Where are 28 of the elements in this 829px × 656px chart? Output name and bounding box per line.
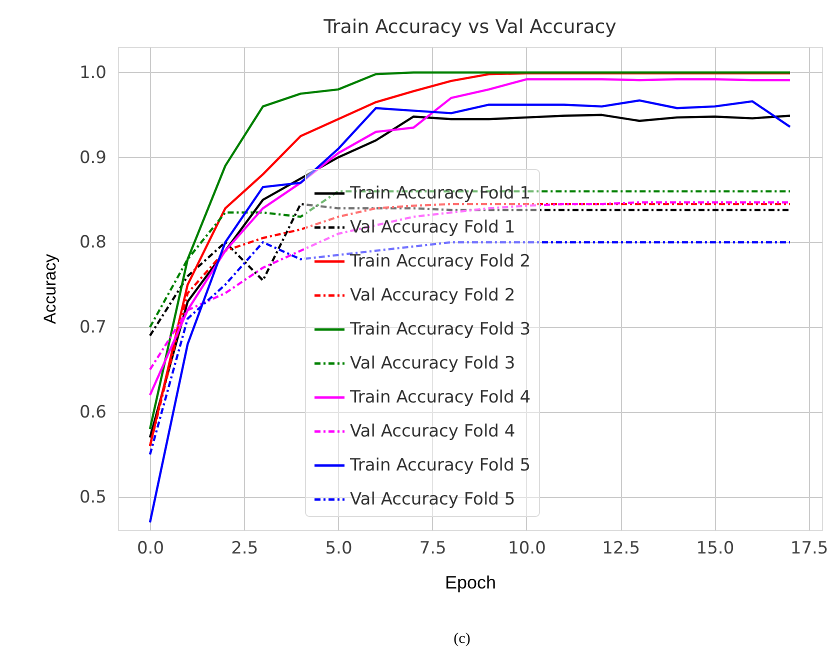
x-tick-label: 0.0 [136,538,164,558]
y-tick-label: 0.6 [79,402,106,423]
y-tick-label: 0.7 [79,318,106,338]
y-tick-label: 1.0 [79,62,106,83]
y-axis-title: Accuracy [40,254,60,324]
legend-label: Val Accuracy Fold 3 [350,354,516,374]
chart-title: Train Accuracy vs Val Accuracy [322,16,616,38]
y-tick-label: 0.5 [79,487,106,508]
legend-label: Train Accuracy Fold 1 [349,184,531,204]
line-series [148,99,792,524]
legend-label: Train Accuracy Fold 5 [349,456,531,476]
legend-label: Train Accuracy Fold 4 [349,388,531,408]
x-tick-label: 15.0 [696,538,734,558]
x-tick-label: 12.5 [602,538,640,558]
legend-label: Val Accuracy Fold 4 [350,422,516,442]
legend-label: Train Accuracy Fold 3 [349,320,531,340]
x-tick-label: 10.0 [508,538,546,558]
y-tick-label: 0.8 [79,232,106,253]
text: (c) [454,631,470,647]
x-tick-label: 2.5 [231,538,258,558]
legend-label: Val Accuracy Fold 2 [350,286,516,306]
x-tick-label: 17.5 [790,538,828,558]
x-axis-title: Epoch [444,572,496,592]
legend-label: Train Accuracy Fold 2 [349,252,531,272]
x-tick-label: 5.0 [325,538,352,558]
legend-label: Val Accuracy Fold 5 [350,490,516,510]
y-tick-label: 0.9 [79,148,106,168]
x-tick-label: 7.5 [419,538,446,558]
